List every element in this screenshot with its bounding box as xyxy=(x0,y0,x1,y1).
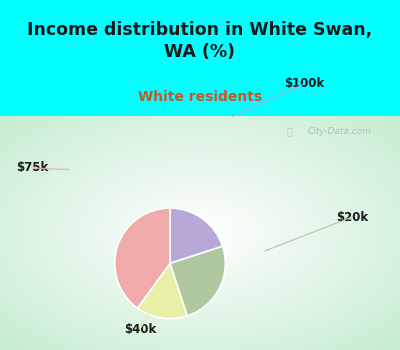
Text: $75k: $75k xyxy=(16,161,48,175)
Text: Income distribution in White Swan,
WA (%): Income distribution in White Swan, WA (%… xyxy=(28,21,372,61)
Wedge shape xyxy=(170,246,225,316)
Wedge shape xyxy=(138,263,187,318)
Text: $20k: $20k xyxy=(336,210,368,224)
Text: ⧗: ⧗ xyxy=(286,126,292,136)
Text: $100k: $100k xyxy=(284,77,324,91)
Wedge shape xyxy=(115,208,170,308)
Text: City-Data.com: City-Data.com xyxy=(308,127,372,136)
Wedge shape xyxy=(170,208,222,263)
Text: White residents: White residents xyxy=(138,90,262,104)
Text: $40k: $40k xyxy=(124,322,156,336)
